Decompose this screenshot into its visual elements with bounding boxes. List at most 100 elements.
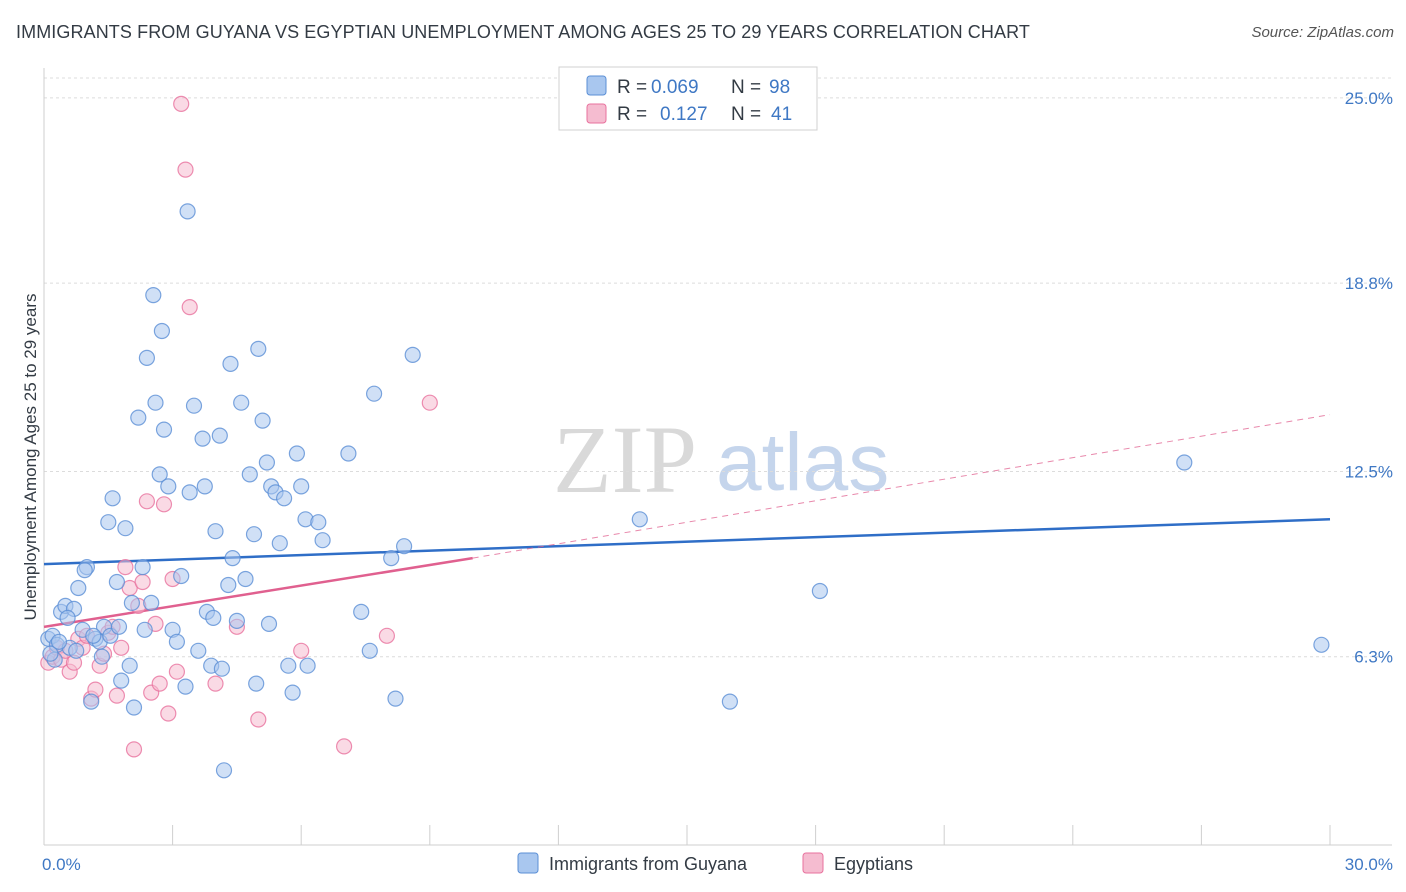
point-guyana [233, 394, 250, 411]
point-guyana [361, 642, 378, 659]
point-guyana [310, 514, 327, 531]
bottom-legend-swatch-blue [517, 852, 539, 874]
x-tick-label: 30.0% [1345, 855, 1393, 874]
point-guyana [179, 203, 196, 220]
bottom-legend-guyana: Immigrants from Guyana [549, 854, 748, 874]
point-guyana [271, 535, 288, 552]
point-guyana [147, 394, 164, 411]
x-tick-labels: 0.0% 30.0% [42, 855, 1393, 874]
point-guyana [260, 615, 278, 633]
legend: R = 0.069 N = 98 R = 0.127 N = 41 [558, 66, 818, 131]
trend-line-dashed-egyptians [472, 414, 1331, 559]
point-guyana [177, 678, 194, 695]
trend-lines [43, 414, 1331, 629]
point-guyana [76, 561, 93, 579]
point-guyana [145, 287, 162, 304]
point-guyana [121, 657, 138, 674]
bottom-legend-swatch-pink [802, 852, 824, 874]
point-guyana [245, 526, 263, 543]
point-egyptians [378, 627, 395, 644]
legend-r-value: 0.127 [660, 104, 708, 125]
watermark: ZIP atlas [553, 406, 889, 513]
point-guyana [110, 618, 128, 635]
legend-r-label: R = [617, 77, 647, 98]
point-guyana [85, 627, 102, 644]
point-guyana [811, 582, 829, 600]
point-guyana [366, 385, 383, 402]
point-guyana [83, 693, 100, 710]
legend-n-label: N = [731, 77, 761, 98]
point-guyana [248, 675, 265, 692]
point-egyptians [138, 493, 155, 510]
data-points [40, 95, 1330, 779]
point-egyptians [168, 663, 185, 680]
point-guyana [130, 409, 147, 426]
point-guyana [215, 762, 233, 779]
point-guyana [254, 412, 271, 429]
point-guyana [143, 594, 160, 612]
point-guyana [93, 648, 111, 665]
point-guyana [196, 478, 213, 495]
point-guyana [185, 397, 203, 414]
point-guyana [280, 657, 297, 674]
point-guyana [59, 609, 76, 627]
point-egyptians [117, 558, 134, 576]
point-guyana [160, 478, 177, 495]
point-guyana [299, 657, 316, 674]
point-guyana [68, 642, 85, 659]
y-axis-label: Unemployment Among Ages 25 to 29 years [21, 294, 40, 621]
legend-swatch-pink [586, 103, 607, 124]
point-guyana [153, 322, 170, 340]
point-guyana [222, 355, 239, 372]
point-guyana [181, 484, 198, 501]
point-egyptians [151, 675, 168, 692]
legend-r-value: 0.069 [651, 77, 699, 98]
point-guyana [113, 672, 130, 689]
point-guyana [387, 690, 404, 707]
y-tick-label: 25.0% [1345, 89, 1393, 108]
point-guyana [108, 573, 126, 591]
point-guyana [631, 511, 648, 528]
point-guyana [207, 523, 224, 540]
trend-line-egyptians [43, 556, 473, 629]
point-guyana [404, 346, 421, 363]
y-tick-labels: 6.3% 12.5% 18.8% 25.0% [1345, 89, 1393, 667]
point-egyptians [113, 639, 130, 656]
point-guyana [138, 349, 155, 366]
point-guyana [151, 466, 168, 483]
point-egyptians [155, 496, 173, 513]
point-guyana [250, 340, 267, 357]
point-guyana [1313, 636, 1330, 653]
point-guyana [205, 609, 222, 627]
legend-n-label: N = [731, 104, 761, 125]
point-guyana [42, 645, 59, 662]
point-egyptians [108, 687, 126, 704]
point-guyana [50, 633, 68, 650]
point-guyana [288, 445, 305, 462]
point-guyana [284, 684, 301, 701]
point-guyana [155, 421, 173, 438]
point-guyana [721, 693, 739, 710]
point-guyana [353, 603, 370, 621]
point-guyana [173, 567, 190, 585]
point-egyptians [336, 738, 353, 755]
legend-swatch-blue [586, 75, 607, 96]
axes [43, 68, 1392, 846]
point-guyana [125, 699, 143, 716]
bottom-legend: Immigrants from Guyana Egyptians [517, 852, 913, 874]
point-egyptians [421, 394, 438, 411]
point-guyana [293, 478, 310, 495]
point-egyptians [207, 675, 224, 692]
y-tick-label: 18.8% [1345, 274, 1393, 293]
point-guyana [123, 594, 140, 612]
point-guyana [237, 570, 254, 588]
point-guyana [117, 520, 134, 537]
point-guyana [136, 621, 153, 638]
grid [44, 77, 1392, 658]
point-guyana [228, 612, 245, 630]
legend-n-value: 98 [769, 77, 790, 98]
legend-n-value: 41 [771, 104, 792, 125]
point-egyptians [181, 299, 198, 316]
point-guyana [168, 633, 185, 650]
